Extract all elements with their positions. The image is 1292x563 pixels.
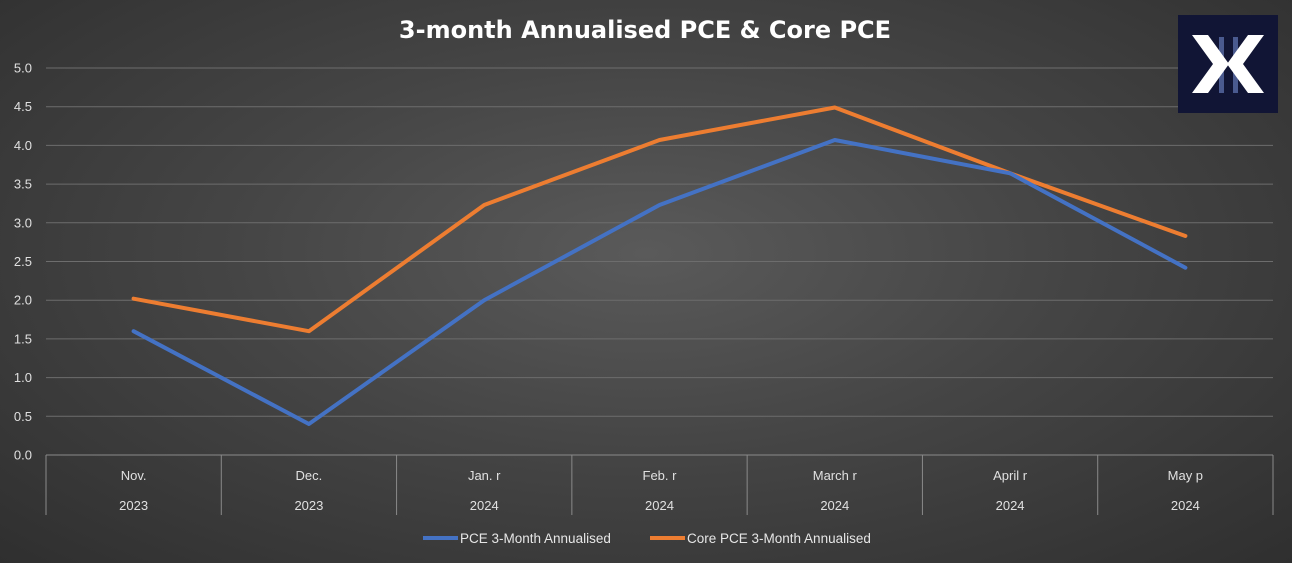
series-line-pce: [131, 138, 1188, 426]
y-tick-label: 0.5: [14, 409, 32, 424]
brand-logo: [1178, 15, 1278, 113]
series-lines: [131, 105, 1188, 426]
series-line-core-pce: [131, 105, 1188, 334]
x-tick-year-label: 2024: [996, 498, 1025, 513]
x-tick-year-label: 2023: [119, 498, 148, 513]
legend: PCE 3-Month Annualised Core PCE 3-Month …: [423, 531, 871, 546]
x-tick-year-label: 2024: [645, 498, 674, 513]
x-tick-label: April r: [993, 468, 1028, 483]
x-tick-label: March r: [813, 468, 858, 483]
y-tick-label: 3.5: [14, 177, 32, 192]
y-tick-label: 1.0: [14, 370, 32, 385]
x-tick-label: May p: [1168, 468, 1203, 483]
x-tick-label: Jan. r: [468, 468, 501, 483]
x-tick-year-label: 2024: [1171, 498, 1200, 513]
legend-label-core-pce: Core PCE 3-Month Annualised: [687, 531, 871, 546]
y-tick-label: 2.5: [14, 254, 32, 269]
legend-label-pce: PCE 3-Month Annualised: [460, 531, 611, 546]
y-tick-label: 2.0: [14, 293, 32, 308]
x-axis: Nov. 2023 Dec. 2023 Jan. r 2024 Feb. r 2024 Marc…: [45, 455, 1274, 515]
x-tick-label: Nov.: [121, 468, 147, 483]
y-axis: 0.0 0.5 1.0 1.5 2.0 2.5 3.0 3.5 4.0 4.5 5.0: [14, 61, 32, 463]
x-tick-label: Dec.: [296, 468, 323, 483]
x-tick-label: Feb. r: [643, 468, 678, 483]
x-tick-year-label: 2024: [470, 498, 499, 513]
x-brand-logo-icon: [1192, 35, 1264, 93]
y-tick-label: 3.0: [14, 215, 32, 230]
chart-title: 3-month Annualised PCE & Core PCE: [399, 16, 891, 44]
x-tick-year-label: 2023: [294, 498, 323, 513]
grid-lines: [46, 67, 1273, 456]
y-tick-label: 4.0: [14, 138, 32, 153]
y-tick-label: 1.5: [14, 331, 32, 346]
y-tick-label: 4.5: [14, 99, 32, 114]
y-tick-label: 0.0: [14, 448, 32, 463]
y-tick-label: 5.0: [14, 61, 32, 76]
x-tick-year-label: 2024: [820, 498, 849, 513]
